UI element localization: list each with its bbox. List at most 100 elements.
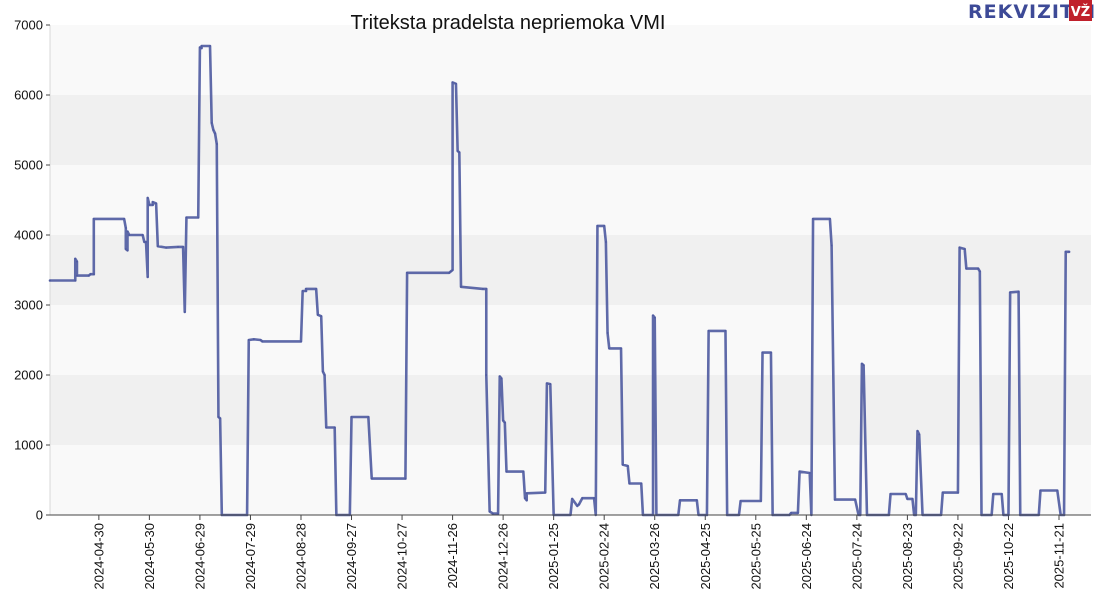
data-point — [145, 241, 147, 243]
x-tick-label: 2024-09-27 — [344, 523, 359, 590]
data-point — [148, 204, 151, 206]
data-point — [593, 497, 595, 500]
data-point — [404, 477, 407, 480]
data-point — [321, 370, 324, 373]
data-point — [305, 290, 307, 292]
data-point — [1009, 291, 1012, 294]
data-point — [128, 234, 131, 236]
data-point — [640, 482, 643, 485]
data-point — [300, 340, 302, 343]
data-point — [448, 271, 451, 274]
data-point — [904, 493, 907, 495]
data-point — [578, 503, 580, 506]
data-point — [1000, 493, 1003, 495]
data-point — [155, 202, 158, 205]
data-point — [124, 227, 127, 229]
data-point — [503, 421, 506, 424]
data-point — [653, 316, 656, 319]
data-point — [49, 279, 51, 282]
data-point — [367, 416, 370, 418]
data-point — [320, 315, 323, 318]
data-point — [451, 269, 454, 271]
data-point — [707, 330, 710, 332]
data-point — [571, 498, 574, 500]
data-point — [451, 81, 454, 84]
data-point — [797, 512, 799, 514]
data-point — [183, 311, 186, 313]
data-point — [628, 482, 631, 485]
data-point — [808, 472, 811, 474]
data-point — [151, 201, 154, 204]
data-point — [829, 218, 831, 220]
data-point — [834, 498, 836, 501]
data-point — [695, 499, 698, 502]
x-tick-label: 2025-04-25 — [698, 523, 713, 590]
data-point — [200, 47, 203, 49]
data-point — [123, 218, 126, 220]
data-point — [608, 347, 611, 350]
x-axis: 2024-04-30 2024-05-30 2024-06-29 2024-07-29… — [91, 515, 1066, 590]
data-point — [965, 267, 968, 270]
data-point — [460, 285, 462, 288]
y-tick-label: 6000 — [14, 88, 43, 103]
data-point — [604, 241, 607, 243]
data-point — [544, 491, 547, 494]
data-point — [1017, 290, 1020, 293]
data-point — [143, 241, 146, 243]
data-point — [217, 416, 220, 418]
x-tick-label: 2024-07-29 — [243, 523, 258, 590]
data-point — [522, 470, 525, 473]
grid-band — [50, 95, 1091, 165]
data-point — [500, 377, 503, 380]
data-point — [911, 498, 914, 500]
data-point — [739, 500, 742, 502]
data-point — [770, 351, 772, 354]
x-tick-label: 2024-05-30 — [142, 523, 157, 590]
data-point — [76, 274, 78, 277]
x-tick-label: 2025-01-25 — [546, 523, 561, 590]
data-point — [759, 500, 762, 502]
y-tick-label: 4000 — [14, 228, 43, 243]
data-point — [724, 330, 727, 332]
data-point — [89, 273, 92, 276]
data-point — [498, 375, 501, 378]
data-point — [957, 491, 959, 494]
chart-title: Triteksta pradelsta nepriemoka VMI — [351, 12, 666, 34]
series-layer — [48, 44, 1071, 517]
y-tick-label: 7000 — [14, 18, 43, 33]
data-point — [87, 274, 90, 277]
data-point — [963, 248, 966, 250]
y-axis: 0 1000 2000 3000 4000 5000 6000 7000 — [14, 18, 51, 523]
data-point — [812, 218, 814, 220]
data-point — [212, 129, 215, 131]
data-point — [889, 493, 892, 495]
series-line — [48, 44, 1071, 517]
data-point — [197, 216, 200, 219]
y-tick-label: 0 — [36, 508, 43, 523]
x-tick-label: 2025-07-24 — [849, 523, 864, 590]
grid-band — [50, 235, 1091, 305]
data-point — [906, 498, 909, 500]
data-point — [918, 433, 921, 436]
data-point — [370, 477, 373, 480]
data-point — [219, 417, 222, 420]
data-point — [576, 505, 579, 507]
data-point — [199, 46, 201, 49]
data-point — [505, 470, 508, 473]
data-point — [210, 122, 213, 124]
data-point — [247, 339, 250, 341]
x-tick-label: 2024-11-26 — [445, 523, 460, 589]
data-point — [146, 197, 149, 199]
data-point — [124, 248, 127, 250]
data-point — [458, 151, 461, 154]
data-point — [456, 150, 459, 152]
rekvizitai-logo: REKVIZITAI VŽ — [968, 0, 1096, 23]
data-point — [830, 244, 833, 247]
data-point — [488, 510, 491, 513]
data-point — [861, 362, 863, 365]
data-point — [854, 498, 857, 501]
data-point — [497, 512, 499, 515]
data-point — [958, 246, 961, 249]
data-point — [214, 132, 216, 135]
logo-text: REKVIZITAI — [968, 1, 1096, 23]
